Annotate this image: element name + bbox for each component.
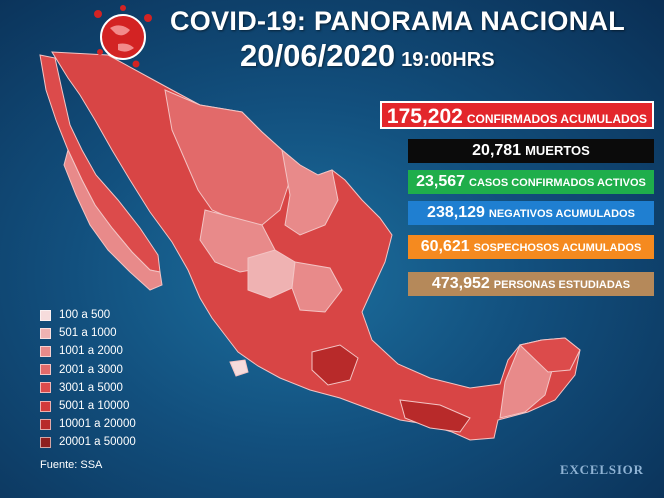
stat-sospechosos: 60,621 SOSPECHOSOS ACUMULADOS <box>408 235 654 259</box>
legend-label: 501 a 1000 <box>59 327 117 340</box>
legend-label: 100 a 500 <box>59 309 111 322</box>
legend-swatch <box>40 364 51 376</box>
legend-swatch <box>40 418 51 430</box>
stat-label: CASOS CONFIRMADOS ACTIVOS <box>469 177 646 189</box>
stat-value: 60,621 <box>420 238 470 255</box>
legend-label: 5001 a 10000 <box>59 400 130 413</box>
stat-value: 238,129 <box>427 204 485 221</box>
stat-value: 23,567 <box>416 173 466 190</box>
colima-small <box>229 359 249 377</box>
legend-item: 3001 a 5000 <box>40 379 136 397</box>
region-north-east-light <box>281 148 339 236</box>
stat-label: SOSPECHOSOS ACUMULADOS <box>473 242 642 254</box>
brand-logo: EXCELSIOR <box>560 462 644 477</box>
page-title: COVID-19: PANORAMA NACIONAL <box>170 6 626 36</box>
legend-swatch <box>40 327 51 339</box>
region-north-light <box>164 89 291 226</box>
stat-muertos: 20,781 MUERTOS <box>408 139 654 163</box>
legend-swatch <box>40 309 51 321</box>
stat-value: 175,202 <box>386 105 463 128</box>
stat-confirmados: 175,202 CONFIRMADOS ACUMULADOS <box>380 101 654 129</box>
stat-negativos: 238,129 NEGATIVOS ACUMULADOS <box>408 201 654 225</box>
stat-value: 20,781 <box>472 142 522 159</box>
stat-estudiadas: 473,952 PERSONAS ESTUDIADAS <box>408 272 654 296</box>
report-datetime: 20/06/2020 19:00HRS <box>240 38 660 74</box>
legend-label: 2001 a 3000 <box>59 363 123 376</box>
legend-item: 20001 a 50000 <box>40 433 136 451</box>
report-date: 20/06/2020 <box>240 38 396 73</box>
globe-virus-icon <box>88 4 158 75</box>
legend-item: 100 a 500 <box>40 306 136 324</box>
report-time: 19:00HRS <box>401 49 495 71</box>
region-south-dark <box>399 399 471 433</box>
legend-swatch <box>40 400 51 412</box>
baja-california-sur <box>63 148 163 291</box>
legend-item: 5001 a 10000 <box>40 397 136 415</box>
stat-label: NEGATIVOS ACUMULADOS <box>488 208 635 220</box>
legend-swatch <box>40 436 51 448</box>
region-central-light <box>291 261 343 313</box>
stat-value: 473,952 <box>431 275 490 292</box>
region-central-dark <box>311 344 359 386</box>
stat-label: MUERTOS <box>525 143 590 158</box>
stat-label: PERSONAS ESTUDIADAS <box>493 279 631 291</box>
legend-label: 3001 a 5000 <box>59 381 123 394</box>
source-note: Fuente: SSA <box>40 459 103 471</box>
legend-label: 10001 a 20000 <box>59 418 136 431</box>
legend-item: 2001 a 3000 <box>40 361 136 379</box>
legend-label: 20001 a 50000 <box>59 436 136 449</box>
legend-item: 10001 a 20000 <box>40 415 136 433</box>
stat-activos: 23,567 CASOS CONFIRMADOS ACTIVOS <box>408 170 654 194</box>
legend-item: 1001 a 2000 <box>40 342 136 360</box>
legend: 100 a 500 501 a 1000 1001 a 2000 2001 a … <box>40 306 136 452</box>
legend-swatch <box>40 345 51 357</box>
legend-item: 501 a 1000 <box>40 324 136 342</box>
yucatan-north <box>518 337 581 373</box>
legend-label: 1001 a 2000 <box>59 345 123 358</box>
stat-label: CONFIRMADOS ACUMULADOS <box>466 112 648 126</box>
legend-swatch <box>40 382 51 394</box>
